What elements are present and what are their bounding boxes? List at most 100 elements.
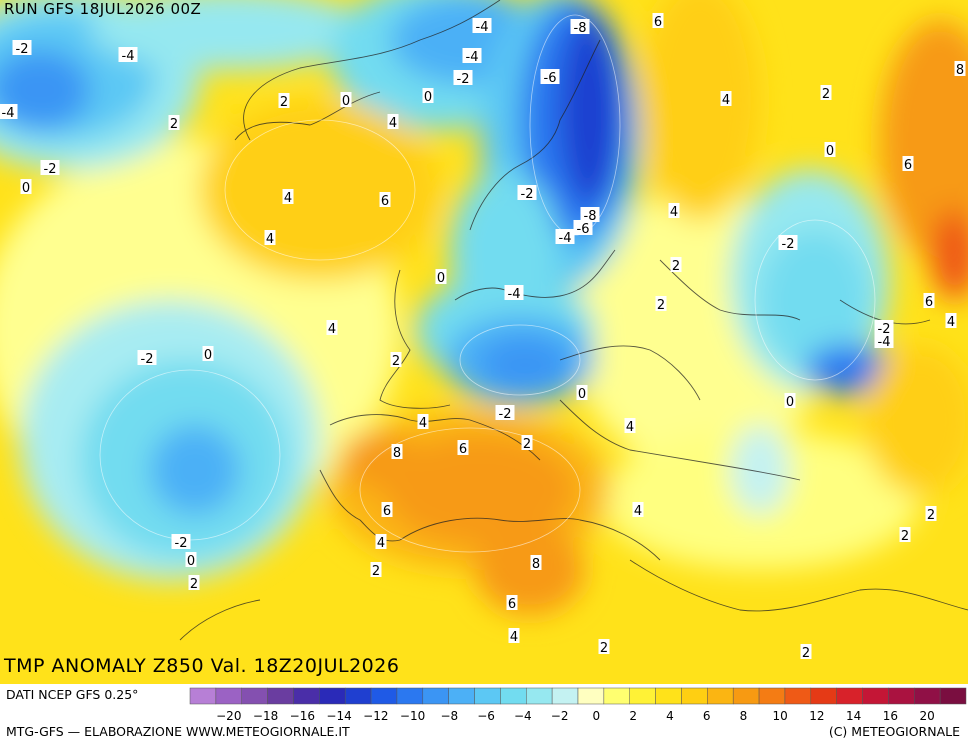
color-swatch [422, 687, 449, 705]
contour-label: 0 [422, 88, 434, 105]
color-swatch [629, 687, 656, 705]
color-swatch [500, 687, 527, 705]
contour-label-box [12, 40, 32, 55]
contour-label-text: 6 [654, 15, 662, 30]
contour-label: 2 [168, 115, 180, 132]
color-swatch [215, 687, 242, 705]
color-swatch [189, 687, 217, 705]
contour-label-text: 2 [523, 437, 531, 452]
contour-label-box [820, 85, 832, 100]
contour-label: 2 [800, 644, 812, 661]
contour-label-box [954, 61, 966, 76]
contour-label-box [555, 229, 575, 244]
contour-label-text: 2 [190, 577, 198, 592]
color-swatch [758, 687, 786, 705]
contour-label: 2 [899, 527, 911, 544]
contour-label-text: 4 [377, 536, 385, 551]
contour-label: -4 [472, 18, 492, 35]
contour-label: -4 [874, 333, 894, 350]
contour-label-box [899, 527, 911, 542]
contour-label-text: 6 [904, 158, 912, 173]
scale-tick-label: −4 [514, 709, 532, 723]
contour-label: -6 [573, 220, 593, 237]
scale-tick-label: 12 [809, 709, 824, 723]
contour-label-box [824, 142, 836, 157]
contour-label-text: -6 [577, 222, 590, 237]
contour-label-text: -2 [457, 72, 470, 87]
contour-label-box [580, 207, 600, 222]
contour-label-text: 4 [626, 420, 634, 435]
contour-label-text: 4 [722, 93, 730, 108]
contour-label-text: 2 [822, 87, 830, 102]
color-swatch [681, 687, 708, 705]
contour-label: 0 [20, 179, 32, 196]
color-swatch [577, 687, 605, 705]
contour-label-box [506, 595, 518, 610]
contour-label-box [370, 562, 382, 577]
contour-label-text: 4 [389, 116, 397, 131]
contour-label-text: 0 [826, 144, 834, 159]
contour-label-box [453, 70, 473, 85]
coastlines [179, 0, 968, 641]
contour-label-text: -2 [782, 237, 795, 252]
contour-label-text: -4 [2, 106, 15, 121]
anomaly-field [0, 0, 968, 615]
contour-label: 2 [278, 93, 290, 110]
contour-label-box [137, 350, 157, 365]
contour-label-text: 2 [280, 95, 288, 110]
contour-label-box [925, 506, 937, 521]
contour-label-text: -2 [44, 162, 57, 177]
contour-label: 2 [598, 639, 610, 656]
contour-label-box [652, 13, 664, 28]
contour-label-text: 4 [947, 315, 955, 330]
contour-label-text: 4 [328, 322, 336, 337]
scale-tick-label: −16 [290, 709, 315, 723]
contour-label: 4 [387, 114, 399, 131]
scale-tick-label: −14 [326, 709, 351, 723]
run-label: RUN GFS 18JUL2026 00Z [4, 0, 202, 18]
contour-label-text: 4 [266, 232, 274, 247]
contour-label-text: 0 [342, 94, 350, 109]
contour-label: 4 [375, 534, 387, 551]
contour-label-text: 6 [381, 194, 389, 209]
contour-label-text: 0 [204, 348, 212, 363]
color-swatch [939, 687, 967, 705]
contour-label: 4 [508, 628, 520, 645]
contour-label: 0 [824, 142, 836, 159]
contour-label-box [185, 552, 197, 567]
contour-label-box [457, 440, 469, 455]
contour-label: 0 [435, 269, 447, 286]
contour-label: 8 [954, 61, 966, 78]
contour-label-text: 0 [437, 271, 445, 286]
contour-label-box [171, 534, 191, 549]
contour-label-text: -8 [574, 21, 587, 36]
contour-label: 2 [820, 85, 832, 102]
contour-label: -6 [540, 69, 560, 86]
color-swatch [526, 687, 553, 705]
contour-label-text: 0 [187, 554, 195, 569]
contour-label-text: 4 [284, 191, 292, 206]
contour-label: -8 [570, 19, 590, 36]
color-swatch [344, 687, 372, 705]
contour-label-text: -2 [521, 187, 534, 202]
color-swatch [888, 687, 915, 705]
color-swatch [370, 687, 398, 705]
contour-label-box [118, 47, 138, 62]
map-title: TMP ANOMALY Z850 Val. 18Z20JUL2026 [4, 655, 400, 677]
color-swatch [810, 687, 837, 705]
contour-label: 4 [632, 502, 644, 519]
scale-tick-label: 4 [666, 709, 674, 723]
contour-label-box [340, 92, 352, 107]
scale-tick-label: 2 [629, 709, 637, 723]
contour-label-box [902, 156, 914, 171]
contour-label-text: -6 [544, 71, 557, 86]
contour-label: 2 [655, 296, 667, 313]
contour-label-text: -2 [141, 352, 154, 367]
scale-tick-label: −18 [253, 709, 278, 723]
contour-label: 2 [390, 352, 402, 369]
contour-label: 8 [530, 555, 542, 572]
scale-tick-label: −8 [440, 709, 458, 723]
contour-label-text: 6 [383, 504, 391, 519]
color-swatch [603, 687, 630, 705]
contour-label-box [202, 346, 214, 361]
